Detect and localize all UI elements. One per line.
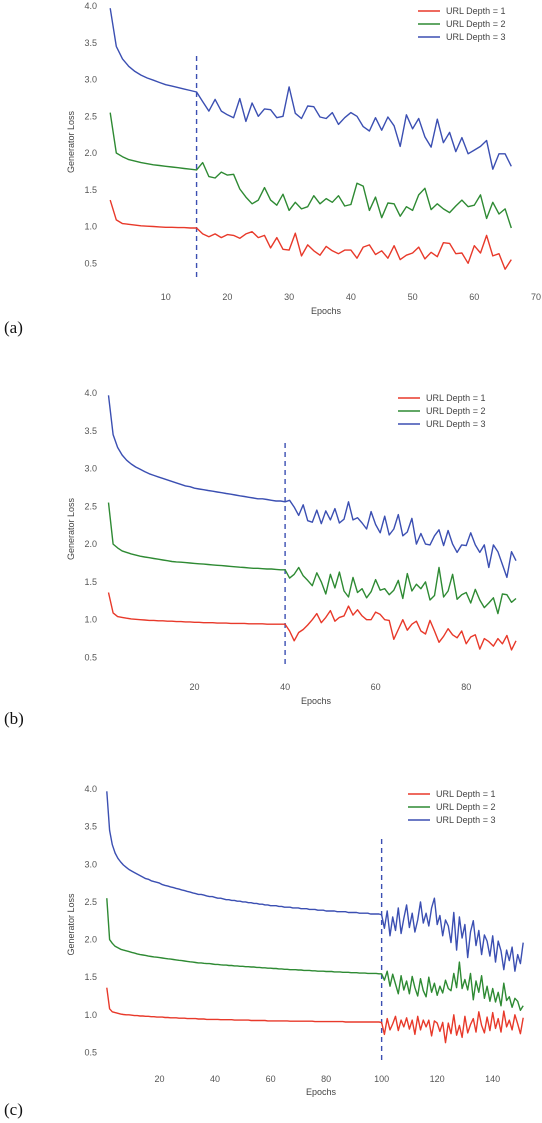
- x-axis-label: Epochs: [301, 696, 332, 706]
- y-tick-label: 1.5: [84, 185, 97, 195]
- x-tick-label: 60: [371, 682, 381, 692]
- legend-label-depth-3: URL Depth = 3: [436, 815, 495, 825]
- x-tick-label: 40: [346, 292, 356, 302]
- x-tick-label: 20: [155, 1074, 165, 1084]
- y-tick-label: 2.0: [84, 539, 97, 549]
- y-axis-label: Generator Loss: [66, 497, 76, 560]
- x-axis-label: Epochs: [306, 1087, 337, 1097]
- x-tick-label: 10: [161, 292, 171, 302]
- y-tick-label: 3.0: [84, 859, 97, 869]
- series-line-depth-1: [107, 592, 517, 651]
- y-tick-label: 3.5: [84, 38, 97, 48]
- x-tick-label: 120: [430, 1074, 445, 1084]
- x-tick-label: 40: [210, 1074, 220, 1084]
- y-axis-label: Generator Loss: [66, 110, 76, 173]
- y-tick-label: 3.0: [84, 75, 97, 85]
- legend-label-depth-3: URL Depth = 3: [446, 32, 505, 42]
- legend-label-depth-1: URL Depth = 1: [426, 393, 485, 403]
- y-tick-label: 1.0: [84, 615, 97, 625]
- series-line-depth-2: [107, 502, 517, 615]
- panel-label: (a): [4, 318, 23, 337]
- x-tick-label: 50: [408, 292, 418, 302]
- y-tick-label: 1.0: [84, 1010, 97, 1020]
- y-tick-label: 1.5: [84, 972, 97, 982]
- y-tick-label: 3.5: [84, 822, 97, 832]
- series-line-depth-3: [106, 791, 524, 972]
- legend-label-depth-1: URL Depth = 1: [436, 789, 495, 799]
- x-tick-label: 20: [222, 292, 232, 302]
- y-tick-label: 2.0: [84, 935, 97, 945]
- x-tick-label: 60: [266, 1074, 276, 1084]
- x-tick-label: 80: [321, 1074, 331, 1084]
- chart-panel-0: 0.5 1.0 1.5 2.0 2.5 3.0 3.5 4.0 10 20 30 40 50 60 70 Ep…: [4, 1, 541, 337]
- panel-label: (c): [4, 1100, 23, 1119]
- x-tick-label: 60: [469, 292, 479, 302]
- y-tick-label: 4.0: [84, 1, 97, 11]
- x-tick-label: 100: [374, 1074, 389, 1084]
- series-line-depth-2: [109, 112, 512, 229]
- y-tick-label: 4.0: [84, 784, 97, 794]
- series-line-depth-1: [109, 199, 512, 270]
- x-tick-label: 20: [190, 682, 200, 692]
- legend-label-depth-2: URL Depth = 2: [426, 406, 485, 416]
- x-tick-label: 80: [461, 682, 471, 692]
- legend-label-depth-2: URL Depth = 2: [446, 19, 505, 29]
- x-tick-label: 40: [280, 682, 290, 692]
- y-tick-label: 0.5: [84, 258, 97, 268]
- y-tick-label: 1.5: [84, 577, 97, 587]
- chart-panel-2: 0.5 1.0 1.5 2.0 2.5 3.0 3.5 4.0 20 40 60 80 100 120 14…: [4, 784, 524, 1119]
- y-tick-label: 4.0: [84, 388, 97, 398]
- series-line-depth-3: [109, 8, 512, 170]
- x-axis-label: Epochs: [311, 306, 342, 316]
- y-tick-label: 0.5: [84, 1047, 97, 1057]
- y-tick-label: 2.5: [84, 897, 97, 907]
- series-line-depth-1: [106, 987, 524, 1044]
- x-tick-label: 140: [485, 1074, 500, 1084]
- panel-label: (b): [4, 709, 24, 728]
- y-tick-label: 2.0: [84, 148, 97, 158]
- x-tick-label: 70: [531, 292, 541, 302]
- legend-label-depth-1: URL Depth = 1: [446, 6, 505, 16]
- y-tick-label: 3.5: [84, 426, 97, 436]
- legend-label-depth-3: URL Depth = 3: [426, 419, 485, 429]
- legend-label-depth-2: URL Depth = 2: [436, 802, 495, 812]
- y-tick-label: 2.5: [84, 501, 97, 511]
- y-tick-label: 1.0: [84, 222, 97, 232]
- series-line-depth-2: [106, 898, 524, 1011]
- y-tick-label: 3.0: [84, 464, 97, 474]
- series-line-depth-3: [107, 395, 517, 579]
- y-axis-label: Generator Loss: [66, 893, 76, 956]
- chart-panel-1: 0.5 1.0 1.5 2.0 2.5 3.0 3.5 4.0 20 40 60 80 Epochs Ge…: [4, 388, 517, 728]
- y-tick-label: 0.5: [84, 652, 97, 662]
- y-tick-label: 2.5: [84, 111, 97, 121]
- x-tick-label: 30: [284, 292, 294, 302]
